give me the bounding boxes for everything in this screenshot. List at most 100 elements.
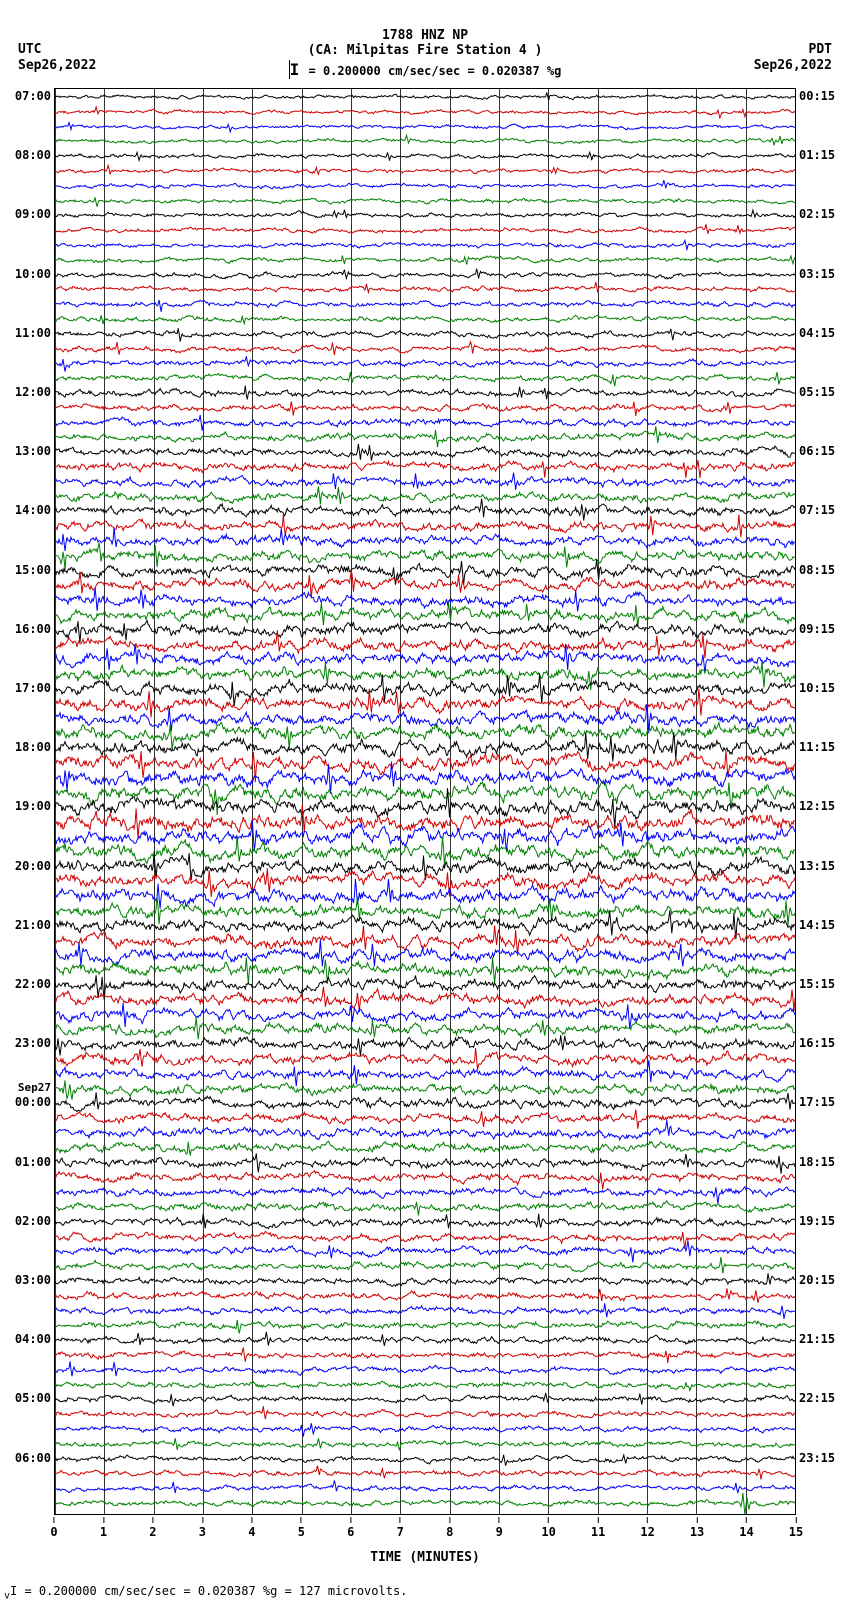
trace-row	[55, 763, 795, 764]
grid-line	[104, 89, 105, 1514]
trace-row	[55, 837, 795, 838]
trace-row	[55, 275, 795, 276]
trace-row	[55, 600, 795, 601]
trace-row	[55, 526, 795, 527]
trace-row	[55, 260, 795, 261]
trace-row	[55, 1488, 795, 1489]
trace-row	[55, 541, 795, 542]
trace-row	[55, 1325, 795, 1326]
trace-row	[55, 1355, 795, 1356]
trace-row	[55, 1340, 795, 1341]
grid-line	[696, 89, 697, 1514]
trace-row	[55, 630, 795, 631]
trace-row	[55, 659, 795, 660]
left-time-label: 11:00	[3, 326, 54, 340]
trace-row	[55, 289, 795, 290]
trace-row	[55, 1414, 795, 1415]
trace-row	[55, 319, 795, 320]
right-time-label: 02:15	[796, 207, 847, 221]
trace-row	[55, 1459, 795, 1460]
grid-line	[203, 89, 204, 1514]
x-tick: 14	[739, 1517, 753, 1539]
trace-row	[55, 1103, 795, 1104]
trace-row	[55, 822, 795, 823]
left-time-label: 02:00	[3, 1214, 54, 1228]
left-time-label: 16:00	[3, 622, 54, 636]
trace-row	[55, 911, 795, 912]
right-time-label: 15:15	[796, 977, 847, 991]
left-time-label: 15:00	[3, 563, 54, 577]
left-time-label: 07:00	[3, 89, 54, 103]
left-time-label: 09:00	[3, 207, 54, 221]
left-time-label: 19:00	[3, 799, 54, 813]
right-time-label: 12:15	[796, 799, 847, 813]
trace-row	[55, 571, 795, 572]
trace-row	[55, 748, 795, 749]
x-tick: 2	[149, 1517, 156, 1539]
trace-row	[55, 941, 795, 942]
trace-row	[55, 511, 795, 512]
x-tick: 4	[248, 1517, 255, 1539]
trace-row	[55, 719, 795, 720]
grid-line	[302, 89, 303, 1514]
trace-row	[55, 1059, 795, 1060]
trace-row	[55, 1089, 795, 1090]
trace-row	[55, 127, 795, 128]
left-time-label: 18:00	[3, 740, 54, 754]
trace-row	[55, 1118, 795, 1119]
trace-row	[55, 807, 795, 808]
x-tick: 5	[298, 1517, 305, 1539]
trace-row	[55, 1000, 795, 1001]
trace-row	[55, 793, 795, 794]
trace-row	[55, 482, 795, 483]
x-tick: 10	[541, 1517, 555, 1539]
right-time-label: 16:15	[796, 1036, 847, 1050]
trace-row	[55, 408, 795, 409]
left-time-label: 03:00	[3, 1273, 54, 1287]
trace-row	[55, 1237, 795, 1238]
right-time-label: 08:15	[796, 563, 847, 577]
trace-row	[55, 1473, 795, 1474]
tz-left-label: UTC	[18, 42, 41, 57]
right-time-label: 05:15	[796, 385, 847, 399]
trace-row	[55, 778, 795, 779]
trace-row	[55, 926, 795, 927]
x-tick: 15	[789, 1517, 803, 1539]
x-axis-title: TIME (MINUTES)	[0, 1550, 850, 1565]
scale-note-top: I = 0.200000 cm/sec/sec = 0.020387 %g	[0, 58, 850, 79]
trace-row	[55, 585, 795, 586]
trace-row	[55, 156, 795, 157]
left-time-label: 21:00	[3, 918, 54, 932]
trace-row	[55, 955, 795, 956]
trace-row	[55, 1148, 795, 1149]
trace-row	[55, 452, 795, 453]
trace-row	[55, 1444, 795, 1445]
x-tick: 8	[446, 1517, 453, 1539]
trace-row	[55, 645, 795, 646]
grid-line	[351, 89, 352, 1514]
right-time-label: 22:15	[796, 1391, 847, 1405]
trace-row	[55, 97, 795, 98]
right-time-label: 06:15	[796, 444, 847, 458]
trace-row	[55, 112, 795, 113]
x-tick: 13	[690, 1517, 704, 1539]
left-time-label: 08:00	[3, 148, 54, 162]
seismogram-container: 1788 HNZ NP (CA: Milpitas Fire Station 4…	[0, 0, 850, 1613]
right-time-label: 04:15	[796, 326, 847, 340]
trace-row	[55, 985, 795, 986]
right-time-label: 18:15	[796, 1155, 847, 1169]
trace-row	[55, 1370, 795, 1371]
trace-row	[55, 1177, 795, 1178]
trace-row	[55, 852, 795, 853]
trace-row	[55, 1222, 795, 1223]
x-tick: 1	[100, 1517, 107, 1539]
trace-row	[55, 615, 795, 616]
trace-row	[55, 1192, 795, 1193]
x-tick: 0	[50, 1517, 57, 1539]
trace-row	[55, 378, 795, 379]
trace-row	[55, 349, 795, 350]
trace-row	[55, 1503, 795, 1504]
x-tick: 3	[199, 1517, 206, 1539]
x-tick: 11	[591, 1517, 605, 1539]
trace-row	[55, 1266, 795, 1267]
